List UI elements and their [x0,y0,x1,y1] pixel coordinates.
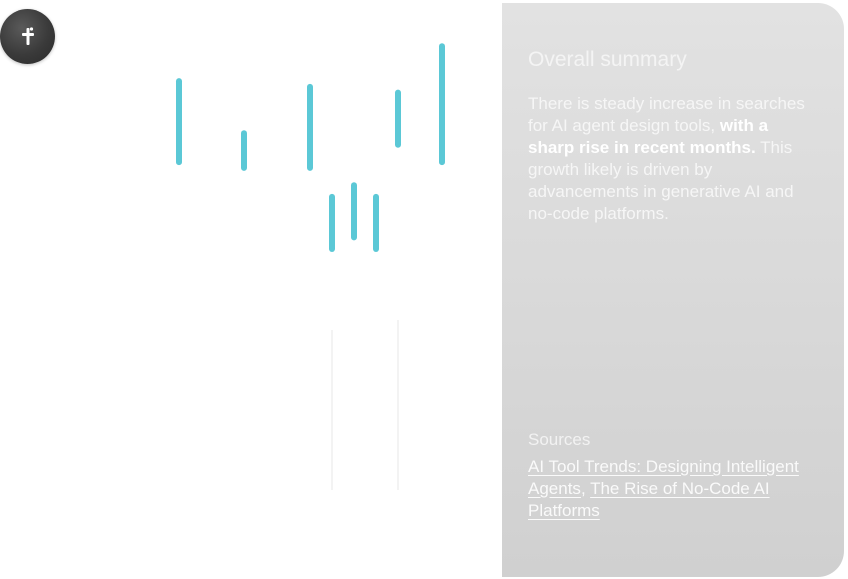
sources-separator: , [580,479,591,498]
sources-section: Sources AI Tool Trends: Designing Intell… [528,429,828,522]
source-link-no-code-platforms[interactable]: The Rise of No-Code AI Platforms [528,479,770,520]
search-trend-chart [60,0,500,579]
source-link-ai-tool-trends[interactable]: AI Tool Trends: Designing Intelligent Ag… [528,457,799,498]
summary-body: There is steady increase in searches for… [528,93,813,225]
sources-links: AI Tool Trends: Designing Intelligent Ag… [528,456,828,522]
summary-body-text-end: This growth likely is driven by advancem… [528,138,794,223]
sources-label: Sources [528,430,591,449]
chart-svg [176,43,445,490]
summary-body-emphasis: with a sharp rise in recent months. [528,116,769,157]
summary-body-text: There is steady increase in searches for… [528,94,805,135]
summary-panel: Overall summary There is steady increase… [502,3,844,577]
logo-button[interactable] [0,9,55,64]
cross-logo-icon [21,26,34,45]
summary-title: Overall summary [528,48,687,71]
